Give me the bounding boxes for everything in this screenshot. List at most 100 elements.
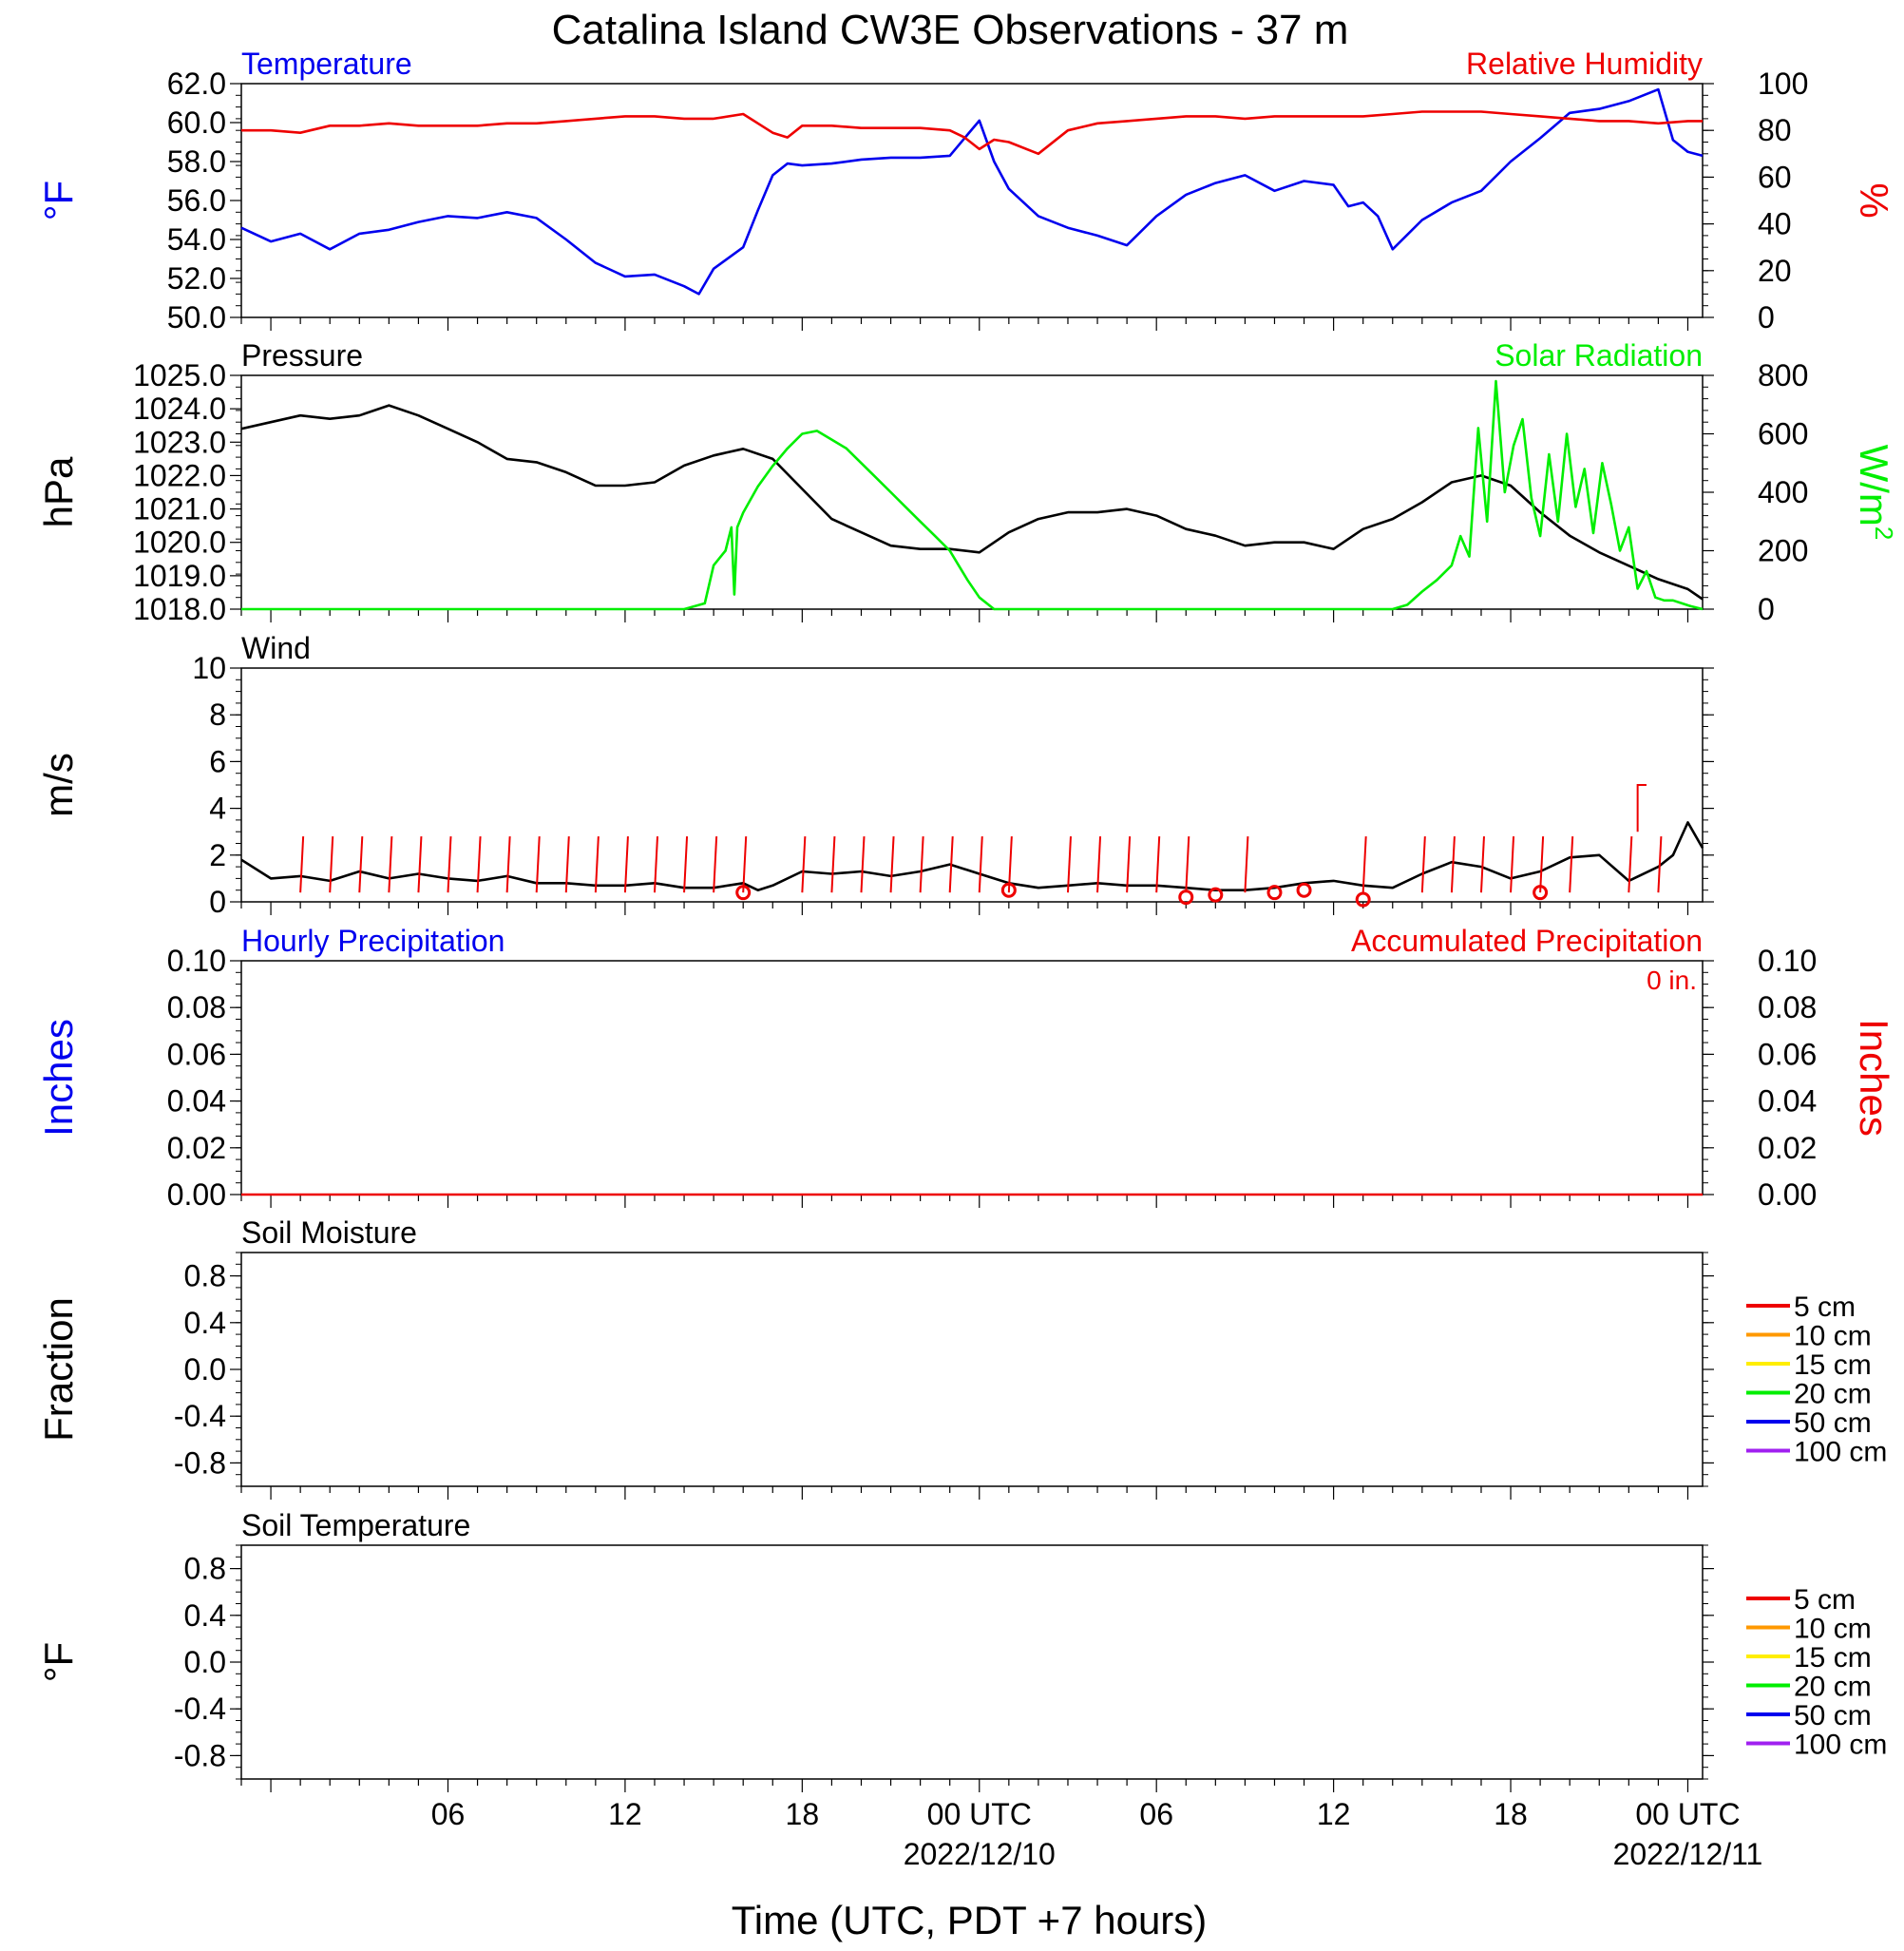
y2-axis-label: W/m2	[1852, 445, 1898, 541]
panel-title-left: Soil Moisture	[241, 1215, 417, 1250]
y-tick-label: 0.0	[184, 1352, 226, 1387]
y2-tick-label: 20	[1758, 254, 1792, 288]
x-date-label: 2022/12/10	[904, 1837, 1056, 1871]
wind-barb	[742, 836, 748, 893]
wind-barb	[476, 836, 482, 893]
wind-barb	[505, 836, 511, 893]
y-tick-label: 52.0	[167, 261, 226, 296]
y-tick-label: 60.0	[167, 105, 226, 140]
accum-annotation: 0 in.	[1647, 966, 1697, 995]
series-line-0	[240, 404, 1704, 601]
legend-label: 15 cm	[1794, 1349, 1872, 1381]
x-tick-label: 06	[1139, 1797, 1173, 1831]
x-date-label: 2022/12/11	[1613, 1837, 1763, 1871]
x-tick-label: 12	[1317, 1797, 1351, 1831]
wind-barb	[948, 836, 954, 893]
panel-title-right: Relative Humidity	[1466, 47, 1703, 81]
y-tick-label: 0.08	[167, 990, 226, 1024]
y2-axis-label: %	[1852, 182, 1896, 218]
wind-barb	[329, 836, 334, 893]
y-axis-label: °F	[36, 1642, 81, 1682]
plot-frame	[240, 960, 1704, 1195]
y-tick-label: 62.0	[167, 67, 226, 101]
wind-barb	[1244, 836, 1249, 893]
wind-barb	[447, 836, 452, 893]
legend-label: 5 cm	[1794, 1584, 1856, 1616]
y-tick-label: 0.4	[184, 1598, 226, 1633]
y-tick-label: -0.4	[174, 1399, 226, 1433]
y2-tick-label: 0.08	[1758, 990, 1817, 1024]
series-line-0	[240, 87, 1704, 296]
y2-tick-label: 60	[1758, 160, 1792, 194]
calm-marker	[1208, 887, 1224, 903]
calm-marker	[1000, 882, 1017, 898]
wind-barb	[713, 836, 718, 893]
legend-label: 20 cm	[1794, 1672, 1872, 1703]
y-tick-label: 1024.0	[133, 392, 226, 426]
panel-title-left: Soil Temperature	[241, 1508, 470, 1542]
wind-barb-flag	[1636, 784, 1647, 832]
calm-marker	[1355, 891, 1371, 908]
y2-tick-label: 0.04	[1758, 1084, 1817, 1119]
wind-barb	[1420, 836, 1426, 893]
wind-barb	[1657, 836, 1663, 893]
x-tick-label: 00 UTC	[927, 1797, 1032, 1831]
y-tick-label: 0.4	[184, 1306, 226, 1340]
y2-tick-label: 0	[1758, 592, 1775, 626]
x-tick-label: 12	[608, 1797, 642, 1831]
wind-barb	[1066, 836, 1072, 893]
y2-tick-label: 100	[1758, 67, 1808, 101]
y-tick-label: 1023.0	[133, 425, 226, 459]
legend-label: 15 cm	[1794, 1642, 1872, 1674]
y2-tick-label: 600	[1758, 417, 1808, 451]
wind-barb	[1479, 836, 1485, 893]
legend-label: 100 cm	[1794, 1437, 1887, 1468]
y-axis-label: Inches	[36, 1019, 81, 1137]
plot-frame	[240, 1544, 1704, 1780]
calm-marker	[735, 885, 752, 901]
y2-tick-label: 200	[1758, 534, 1808, 568]
y2-axis-label-sup: 2	[1870, 526, 1898, 540]
y2-tick-label: 800	[1758, 358, 1808, 392]
panel-title-left: Hourly Precipitation	[241, 924, 505, 958]
y2-tick-label: 0.06	[1758, 1037, 1817, 1071]
wind-barb	[1569, 836, 1574, 893]
y-tick-label: 8	[209, 698, 226, 732]
panel-title-right: Accumulated Precipitation	[1351, 924, 1703, 958]
calm-marker	[1533, 885, 1549, 901]
wind-barb	[1185, 836, 1190, 893]
series-line-1	[241, 379, 1704, 611]
y-tick-label: 50.0	[167, 300, 226, 335]
y2-axis-label: Inches	[1852, 1019, 1896, 1137]
legend-label: 50 cm	[1794, 1407, 1872, 1439]
legend-label: 50 cm	[1794, 1700, 1872, 1731]
panel-wind: 0 2 4 6 8 10 Wind m/s	[36, 631, 1714, 919]
calm-marker	[1296, 882, 1312, 898]
x-tick-label: 06	[431, 1797, 466, 1831]
wind-barb	[564, 836, 570, 893]
y2-tick-label: 0.02	[1758, 1131, 1817, 1165]
wind-barb	[594, 836, 600, 893]
wind-barb	[417, 836, 423, 893]
y-tick-label: 0.04	[167, 1084, 226, 1119]
y-tick-label: 1020.0	[133, 526, 226, 560]
wind-barb	[388, 836, 393, 893]
y-tick-label: 2	[209, 838, 226, 872]
calm-marker	[1178, 889, 1194, 906]
y-tick-label: 1022.0	[133, 458, 226, 492]
wind-barb	[1628, 836, 1633, 893]
y-tick-label: 6	[209, 744, 226, 778]
y-tick-label: 54.0	[167, 222, 226, 257]
y-tick-label: 58.0	[167, 144, 226, 179]
panel-title-left: Temperature	[241, 47, 412, 81]
wind-barb	[889, 836, 895, 893]
wind-barb	[1510, 836, 1515, 893]
wind-barb	[978, 836, 983, 893]
wind-barb	[1155, 836, 1161, 893]
plot-frame	[240, 83, 1704, 318]
y2-tick-label: 40	[1758, 207, 1792, 241]
panel-precip: 0.00 0.02 0.04 0.06 0.08 0.10 0.00 0.02 0.04 0.06…	[36, 924, 1896, 1212]
y-tick-label: 1025.0	[133, 358, 226, 392]
